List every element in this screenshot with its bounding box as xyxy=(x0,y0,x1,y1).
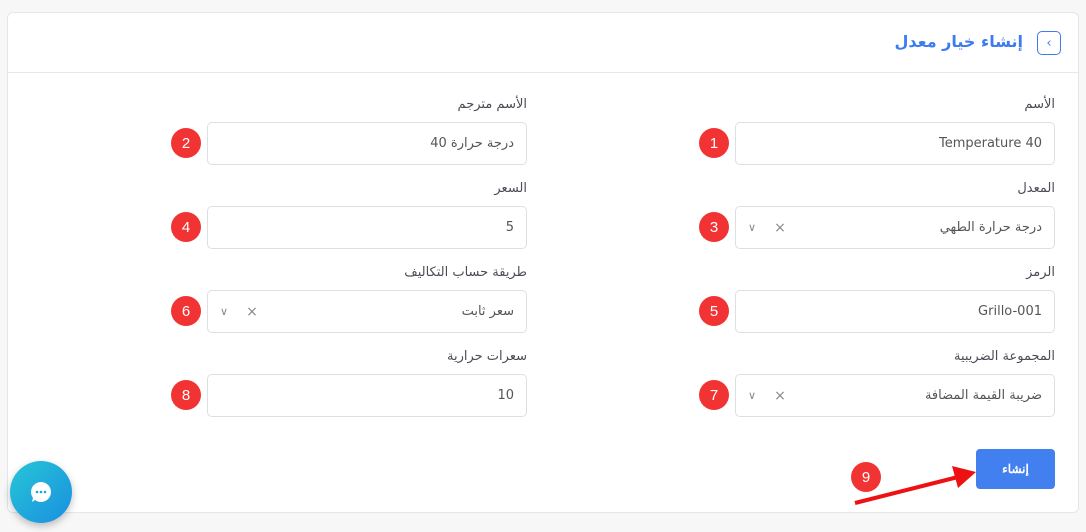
step-badge: 7 xyxy=(699,380,729,410)
field-label: طريقة حساب التكاليف xyxy=(404,265,527,280)
chat-button[interactable] xyxy=(10,461,72,523)
step-badge: 6 xyxy=(171,296,201,326)
clear-icon[interactable]: × xyxy=(774,387,786,404)
text-input[interactable]: Grillo-001 xyxy=(735,290,1055,333)
chevron-down-icon[interactable]: ∨ xyxy=(748,221,757,234)
text-input[interactable]: 5 xyxy=(207,206,527,249)
field-value: سعر ثابت xyxy=(461,304,514,319)
text-input[interactable]: درجة حرارة 40 xyxy=(207,122,527,165)
field-label: المجموعة الضريبية xyxy=(953,349,1055,364)
arrow-shaft xyxy=(854,475,959,505)
select-field[interactable]: سعر ثابت × ∨ xyxy=(207,290,527,333)
clear-icon[interactable]: × xyxy=(774,219,786,236)
field-label: الأسم مترجم xyxy=(457,97,527,112)
step-badge: 1 xyxy=(699,128,729,158)
field-label: المعدل xyxy=(1017,181,1055,196)
text-input[interactable]: 10 xyxy=(207,374,527,417)
field-value: 10 xyxy=(497,388,514,403)
chevron-left-icon: ‹ xyxy=(1046,35,1052,51)
field-value: 5 xyxy=(505,220,514,235)
field-label: الأسم xyxy=(1024,97,1055,112)
card-header: ‹ إنشاء خيار معدل xyxy=(8,13,1078,73)
chevron-down-icon[interactable]: ∨ xyxy=(748,389,757,402)
back-button[interactable]: ‹ xyxy=(1037,31,1061,55)
step-badge: 8 xyxy=(171,380,201,410)
chat-icon xyxy=(31,482,51,502)
step-badge: 2 xyxy=(171,128,201,158)
arrow-head xyxy=(952,466,976,488)
field-value: Grillo-001 xyxy=(978,304,1042,319)
clear-icon[interactable]: × xyxy=(246,303,258,320)
select-field[interactable]: درجة حرارة الطهي × ∨ xyxy=(735,206,1055,249)
step-badge: 3 xyxy=(699,212,729,242)
form-card: ‹ إنشاء خيار معدل xyxy=(7,12,1079,513)
field-label: سعرات حرارية xyxy=(446,349,527,364)
create-button[interactable]: إنشاء xyxy=(976,449,1055,489)
field-label: الرمز xyxy=(1026,265,1055,280)
chevron-down-icon[interactable]: ∨ xyxy=(220,305,229,318)
step-badge: 5 xyxy=(699,296,729,326)
field-value: درجة حرارة الطهي xyxy=(939,220,1042,235)
field-value: درجة حرارة 40 xyxy=(430,136,514,151)
page-title: إنشاء خيار معدل xyxy=(894,32,1023,51)
field-value: Temperature 40 xyxy=(938,136,1042,151)
field-label: السعر xyxy=(494,181,527,196)
step-badge: 4 xyxy=(171,212,201,242)
text-input[interactable]: Temperature 40 xyxy=(735,122,1055,165)
field-value: ضريبة القيمة المضافة xyxy=(924,388,1042,403)
select-field[interactable]: ضريبة القيمة المضافة × ∨ xyxy=(735,374,1055,417)
step-badge-9: 9 xyxy=(851,462,881,492)
